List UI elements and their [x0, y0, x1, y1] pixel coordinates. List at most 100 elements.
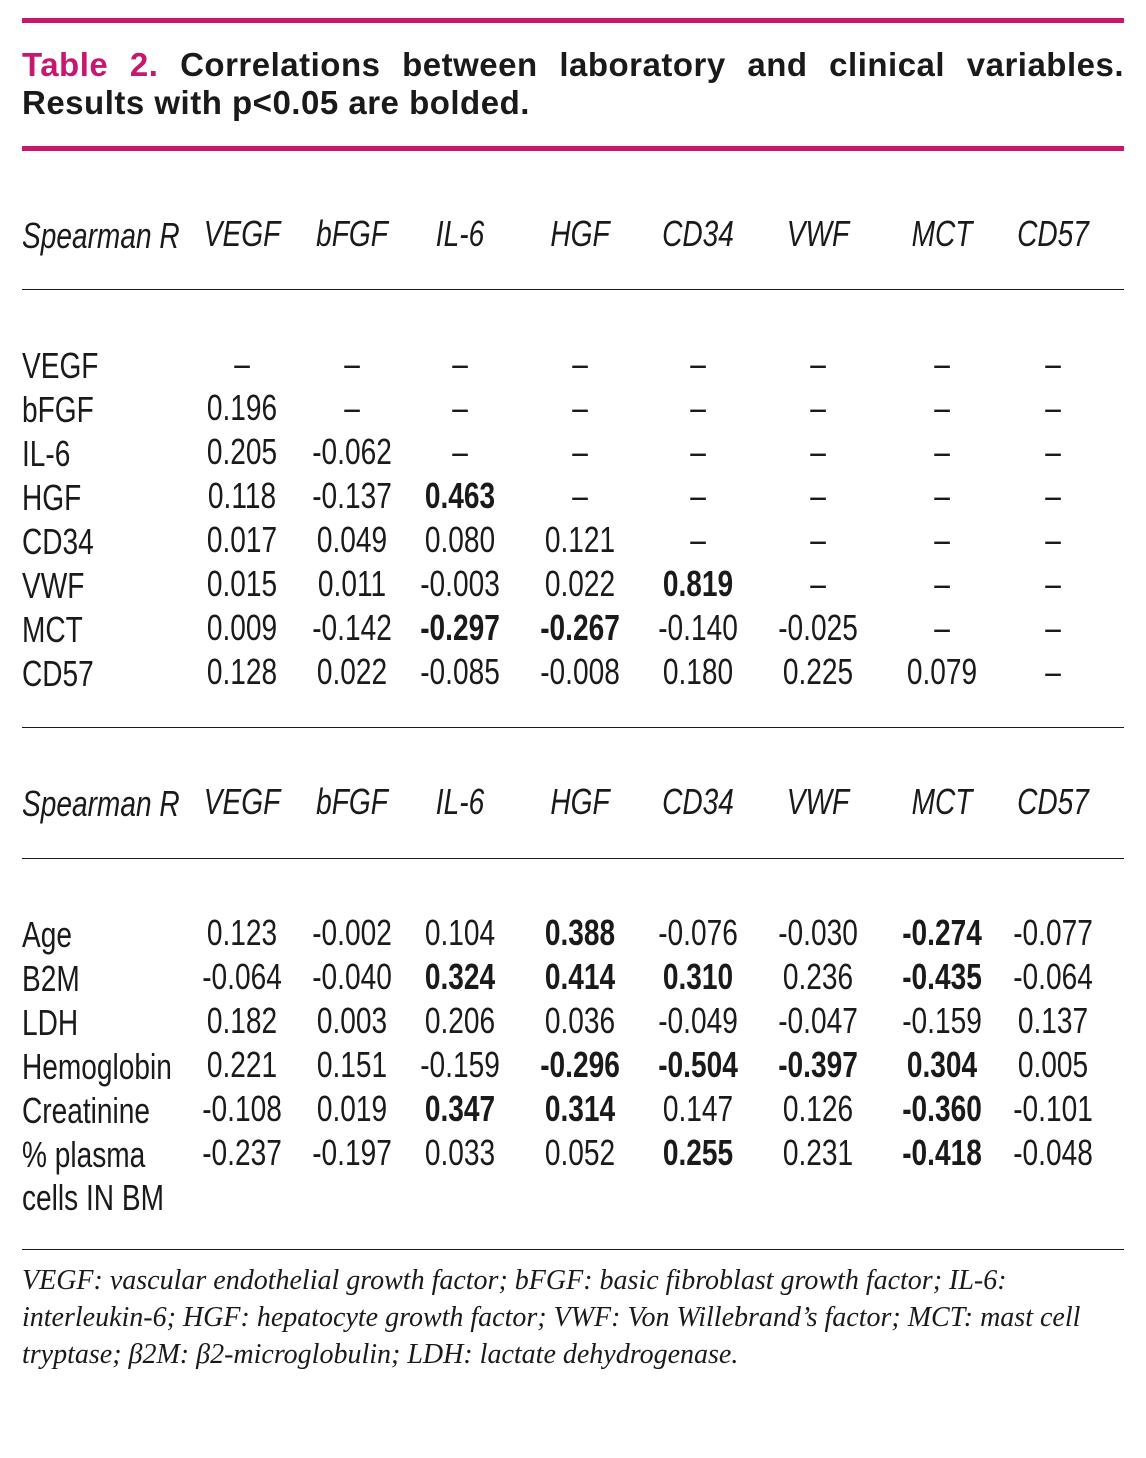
- cell: -0.008: [540, 651, 620, 692]
- column-header: VWF: [786, 213, 850, 254]
- cell: –: [572, 387, 588, 428]
- cell: 0.011: [317, 563, 387, 604]
- cell: 0.205: [206, 431, 278, 472]
- column-header: CD57: [1017, 213, 1089, 254]
- column-header: HGF: [550, 781, 610, 822]
- cell: -0.142: [312, 607, 392, 648]
- cell: -0.025: [778, 607, 858, 648]
- cell: 0.137: [1017, 1000, 1089, 1041]
- column-header: VEGF: [203, 213, 281, 254]
- cell: –: [452, 431, 468, 472]
- cell: 0.015: [206, 563, 278, 604]
- row-label: Age: [22, 914, 72, 955]
- cell: -0.274: [902, 912, 982, 953]
- cell: 0.414: [544, 956, 616, 997]
- cell: -0.076: [658, 912, 738, 953]
- cell: -0.159: [420, 1044, 500, 1085]
- cell: –: [1045, 607, 1061, 648]
- row-label: IL-6: [22, 433, 71, 474]
- caption-text: Correlations between laboratory and clin…: [22, 46, 1125, 121]
- row-label: HGF: [22, 477, 82, 518]
- cell: –: [934, 431, 950, 472]
- cell: -0.040: [312, 956, 392, 997]
- cell: -0.047: [778, 1000, 858, 1041]
- cell: 0.310: [662, 956, 734, 997]
- cell: –: [934, 387, 950, 428]
- cell: -0.108: [202, 1088, 282, 1129]
- cell: 0.022: [544, 563, 616, 604]
- cell: –: [810, 563, 826, 604]
- cell: -0.418: [902, 1132, 982, 1173]
- rule: [22, 289, 1124, 290]
- cell: 0.147: [662, 1088, 734, 1129]
- cell: -0.397: [778, 1044, 858, 1085]
- cell: 0.005: [1017, 1044, 1089, 1085]
- cell: 0.304: [906, 1044, 978, 1085]
- cell: -0.003: [420, 563, 500, 604]
- cell: -0.101: [1013, 1088, 1093, 1129]
- cell: 0.236: [782, 956, 854, 997]
- cell: -0.137: [312, 475, 392, 516]
- cell: 0.347: [424, 1088, 496, 1129]
- cell: –: [1045, 387, 1061, 428]
- column-header: IL-6: [435, 781, 485, 822]
- row-label: CD57: [22, 653, 94, 694]
- cell: -0.159: [902, 1000, 982, 1041]
- row-label: Hemoglobin: [22, 1046, 172, 1087]
- cell: –: [234, 343, 250, 384]
- column-header: MCT: [911, 213, 973, 254]
- cell: 0.036: [544, 1000, 616, 1041]
- cell: 0.049: [316, 519, 388, 560]
- row-label: B2M: [22, 958, 80, 999]
- row-label: MCT: [22, 609, 83, 650]
- cell: -0.048: [1013, 1132, 1093, 1173]
- cell: -0.085: [420, 651, 500, 692]
- cell: 0.231: [782, 1132, 854, 1173]
- rule: [22, 858, 1124, 859]
- cell: –: [810, 431, 826, 472]
- header-label: Spearman R: [22, 783, 180, 824]
- cell: –: [690, 519, 706, 560]
- cell: 0.225: [782, 651, 854, 692]
- cell: –: [1045, 651, 1061, 692]
- cell: -0.267: [540, 607, 620, 648]
- cell: -0.064: [1013, 956, 1093, 997]
- rule: [22, 727, 1124, 728]
- caption: Table 2. Correlations between laboratory…: [22, 46, 1124, 122]
- row-label: CD34: [22, 521, 94, 562]
- cell: -0.296: [540, 1044, 620, 1085]
- cell: –: [1045, 563, 1061, 604]
- cell: 0.022: [316, 651, 388, 692]
- cell: 0.079: [906, 651, 978, 692]
- cell: -0.064: [202, 956, 282, 997]
- row-label: Creatinine: [22, 1090, 150, 1131]
- cell: 0.180: [662, 651, 734, 692]
- cell: 0.126: [782, 1088, 854, 1129]
- cell: –: [344, 343, 360, 384]
- cell: -0.002: [312, 912, 392, 953]
- cell: –: [690, 475, 706, 516]
- row-label: % plasma cells IN BM: [22, 1134, 164, 1218]
- cell: -0.360: [902, 1088, 982, 1129]
- column-header: bFGF: [316, 781, 388, 822]
- cell: –: [572, 343, 588, 384]
- cell: –: [934, 607, 950, 648]
- cell: -0.140: [658, 607, 738, 648]
- cell: –: [810, 475, 826, 516]
- cell: 0.080: [424, 519, 496, 560]
- cell: 0.003: [316, 1000, 388, 1041]
- cell: 0.182: [206, 1000, 278, 1041]
- cell: –: [934, 519, 950, 560]
- cell: –: [1045, 475, 1061, 516]
- cell: –: [934, 475, 950, 516]
- rule: [22, 1249, 1124, 1250]
- cell: 0.128: [206, 651, 278, 692]
- cell: 0.819: [662, 563, 734, 604]
- column-header: HGF: [550, 213, 610, 254]
- cell: 0.151: [316, 1044, 388, 1085]
- row-label: VEGF: [22, 345, 99, 386]
- cell: –: [452, 387, 468, 428]
- cell: 0.017: [206, 519, 278, 560]
- cell: –: [690, 343, 706, 384]
